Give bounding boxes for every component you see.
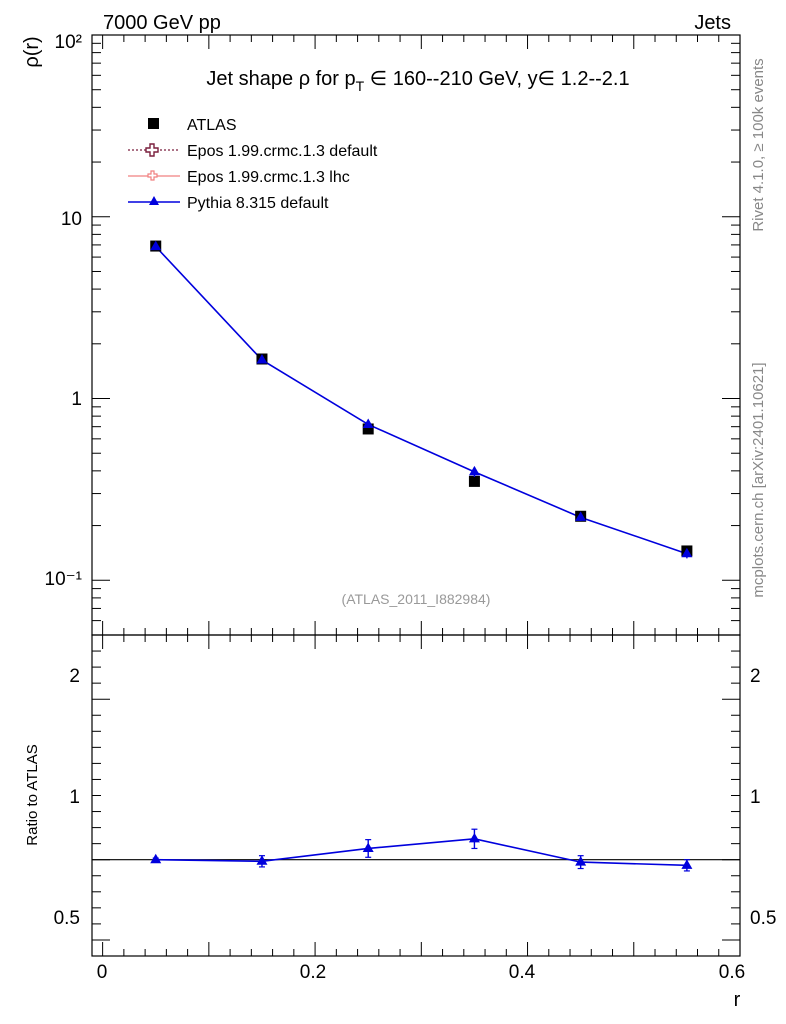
pythia-point: [575, 511, 587, 521]
x-tick-label-0: 0: [97, 962, 108, 983]
atlas-point: [362, 423, 374, 435]
legend-label-pythia: Pythia 8.315 default: [187, 195, 329, 212]
chart-title-prefix: Jet shape ρ for p: [206, 68, 355, 90]
source-label: mcplots.cern.ch [arXiv:2401.10621]: [750, 362, 767, 597]
header-energy: 7000 GeV pp: [103, 12, 221, 34]
legend-marker-pythia: [149, 196, 159, 205]
ratio-tick-label-2: 2: [69, 666, 80, 687]
ratio-tick-label-right-0: 0.5: [750, 908, 776, 929]
ratio-tick-label-right-1: 1: [750, 787, 761, 808]
axis-ticks: [92, 34, 741, 957]
pythia-point: [150, 240, 162, 251]
ratio-tick-label-0: 0.5: [54, 908, 80, 929]
chart-title: Jet shape ρ for pT ∈ 160--210 GeV, y∈ 1.…: [206, 68, 629, 94]
pythia-point: [468, 465, 480, 476]
pythia-point: [681, 547, 693, 558]
pythia-ratio-point: [150, 853, 162, 864]
pythia-ratio-point: [256, 855, 268, 865]
legend: ATLAS Epos 1.99.crmc.1.3 default Epos 1.…: [128, 117, 378, 212]
legend-label-epos-lhc: Epos 1.99.crmc.1.3 lhc: [187, 169, 350, 186]
x-tick-label-3: 0.6: [719, 962, 745, 983]
header-process: Jets: [694, 12, 731, 34]
x-tick-label-2: 0.4: [509, 962, 536, 983]
pythia-line: [155, 246, 688, 555]
ratio-tick-label-right-2: 2: [750, 666, 761, 687]
x-tick-label-1: 0.2: [300, 962, 326, 983]
legend-marker-epos-lhc: [147, 170, 158, 181]
pythia-ratio-point: [575, 856, 587, 866]
pythia-ratio-line: [155, 838, 687, 867]
legend-marker-atlas: [148, 118, 159, 129]
atlas-point: [468, 475, 480, 487]
y-tick-label-0: 10⁻¹: [45, 569, 83, 590]
chart-title-subscript: T: [356, 78, 365, 94]
ratio-tick-label-1: 1: [69, 787, 80, 808]
ratio-data-layer: [92, 828, 740, 872]
pythia-point: [256, 353, 268, 364]
y-tick-label-2: 10: [61, 209, 82, 230]
y-tick-label-3: 10²: [55, 32, 82, 53]
analysis-watermark: (ATLAS_2011_I882984): [342, 591, 491, 607]
main-data-layer: [150, 240, 693, 559]
pythia-ratio-point: [362, 842, 374, 852]
pythia-point: [362, 418, 374, 428]
ratio-plot-frame: [91, 634, 741, 957]
y-axis-label: ρ(r): [21, 36, 43, 67]
pythia-ratio-point: [468, 832, 480, 843]
x-axis-label: r: [734, 989, 741, 1011]
legend-marker-epos-default: [145, 143, 159, 157]
legend-label-atlas: ATLAS: [187, 117, 237, 134]
pythia-ratio-point: [681, 859, 693, 869]
rivet-label: Rivet 4.1.0, ≥ 100k events: [750, 58, 767, 231]
legend-label-epos-default: Epos 1.99.crmc.1.3 default: [187, 143, 378, 160]
chart-title-suffix: ∈ 160--210 GeV, y∈ 1.2--2.1: [364, 68, 629, 90]
y-tick-label-1: 1: [71, 389, 82, 410]
ratio-y-axis-label: Ratio to ATLAS: [24, 744, 41, 845]
